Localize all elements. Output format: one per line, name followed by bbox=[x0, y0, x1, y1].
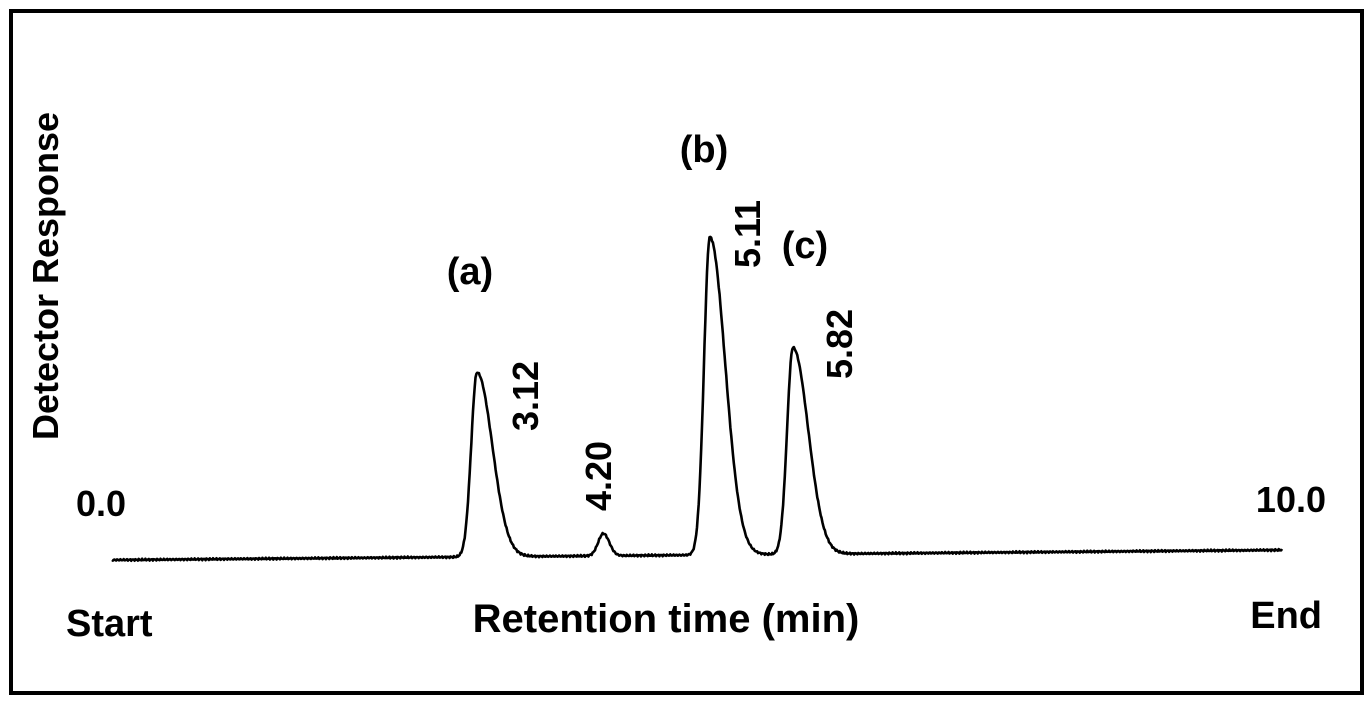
peak-impurity-rt-label: 4.20 bbox=[578, 441, 619, 511]
peak-a-label: (a) bbox=[447, 251, 493, 293]
peak-c-label: (c) bbox=[782, 225, 828, 267]
x-end-value-label: 10.0 bbox=[1256, 479, 1326, 520]
x-end-label: End bbox=[1250, 595, 1322, 637]
peak-a-rt-label: 3.12 bbox=[505, 361, 546, 431]
chart-frame bbox=[9, 9, 1364, 695]
peak-b-rt-label: 5.11 bbox=[727, 200, 768, 268]
peak-b-label: (b) bbox=[680, 129, 729, 171]
x-axis-label: Retention time (min) bbox=[473, 597, 860, 641]
x-start-label: Start bbox=[66, 603, 153, 645]
y-axis-label: Detector Response bbox=[25, 112, 66, 440]
x-start-value-label: 0.0 bbox=[76, 483, 126, 524]
peak-c-rt-label: 5.82 bbox=[819, 309, 860, 379]
chromatogram-trace bbox=[111, 235, 1284, 563]
